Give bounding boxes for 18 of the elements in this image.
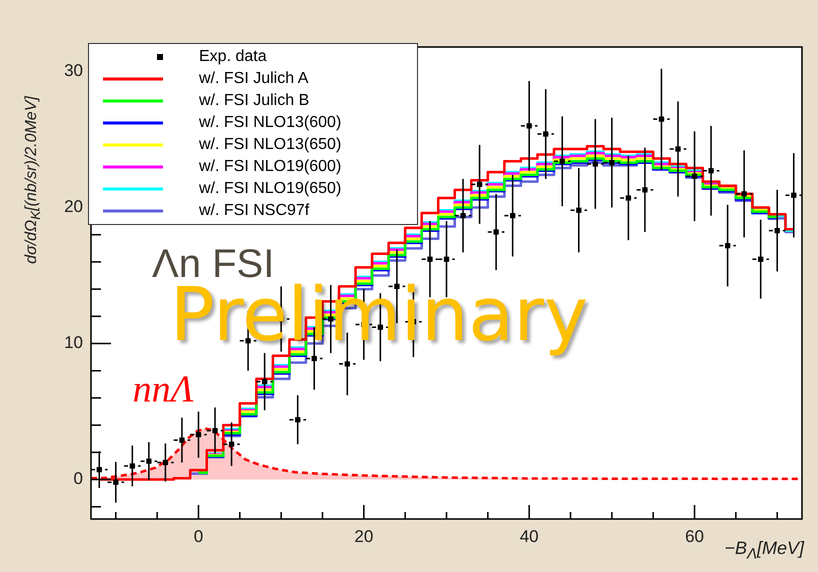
legend-label: w/. FSI NLO19(600) — [199, 158, 342, 176]
legend-label: Exp. data — [199, 48, 267, 66]
x-tick-label: 0 — [194, 526, 204, 546]
y-tick-label: 20 — [64, 197, 83, 216]
x-tick-label: 20 — [354, 526, 374, 546]
series-label: nnΛ — [132, 368, 194, 411]
y-tick-label: 0 — [74, 469, 83, 488]
legend-label: w/. FSI NLO13(600) — [199, 114, 342, 132]
legend-label: w/. FSI NSC97f — [199, 202, 310, 220]
legend-label: w/. FSI NLO13(650) — [199, 136, 342, 154]
x-tick-label: 40 — [520, 526, 539, 546]
y-tick-label: 10 — [64, 333, 83, 352]
x-axis-title: −B$_{Λ}$[MeV] — [724, 538, 804, 563]
legend-label: w/. FSI NLO19(650) — [199, 180, 342, 198]
y-tick-label: 30 — [64, 61, 83, 80]
legend-label: w/. FSI Julich B — [199, 92, 310, 110]
x-tick-label: 60 — [685, 526, 704, 546]
legend-label: w/. FSI Julich A — [199, 70, 308, 88]
